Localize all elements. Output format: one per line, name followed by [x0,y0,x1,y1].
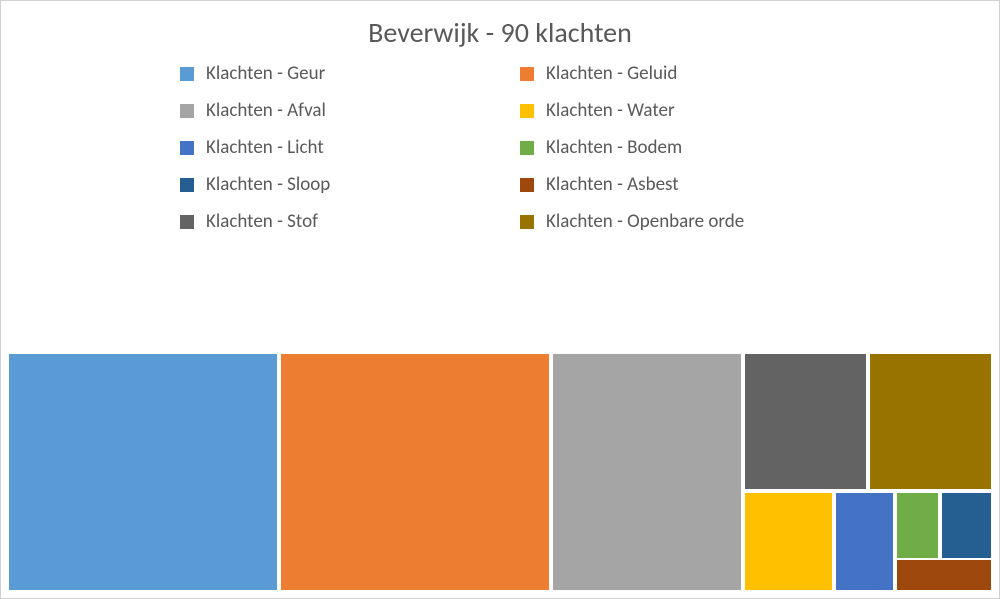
legend-item: Klachten - Geluid [520,62,820,85]
legend-label: Klachten - Geluid [546,62,677,85]
treemap-tile [743,491,835,592]
treemap-tile [551,352,742,592]
legend-label: Klachten - Asbest [546,173,679,196]
legend-swatch [180,141,194,155]
legend-swatch [520,215,534,229]
treemap-tile [743,352,868,491]
legend-item: Klachten - Stof [180,210,480,233]
legend-swatch [180,104,194,118]
legend-item: Klachten - Sloop [180,173,480,196]
legend-swatch [520,141,534,155]
treemap-tile [834,491,895,592]
legend-label: Klachten - Openbare orde [546,210,744,233]
treemap-tile [279,352,551,592]
legend-swatch [180,67,194,81]
treemap [7,352,993,592]
legend-item: Klachten - Geur [180,62,480,85]
legend-label: Klachten - Bodem [546,136,682,159]
legend-swatch [180,178,194,192]
legend-item: Klachten - Bodem [520,136,820,159]
legend-label: Klachten - Afval [206,99,326,122]
legend-label: Klachten - Licht [206,136,324,159]
legend-item: Klachten - Afval [180,99,480,122]
legend-label: Klachten - Stof [206,210,318,233]
legend-item: Klachten - Asbest [520,173,820,196]
chart-title: Beverwijk - 90 klachten [1,1,999,62]
legend-swatch [520,67,534,81]
legend-swatch [520,104,534,118]
treemap-tile [895,558,993,592]
legend-item: Klachten - Water [520,99,820,122]
treemap-tile [868,352,993,491]
legend-swatch [180,215,194,229]
legend-label: Klachten - Water [546,99,675,122]
legend-swatch [520,178,534,192]
treemap-tile [7,352,279,592]
legend: Klachten - Geur Klachten - Geluid Klacht… [180,62,820,233]
legend-label: Klachten - Sloop [206,173,330,196]
legend-label: Klachten - Geur [206,62,325,85]
legend-item: Klachten - Openbare orde [520,210,820,233]
legend-item: Klachten - Licht [180,136,480,159]
chart-container: Beverwijk - 90 klachten Klachten - Geur … [0,0,1000,599]
